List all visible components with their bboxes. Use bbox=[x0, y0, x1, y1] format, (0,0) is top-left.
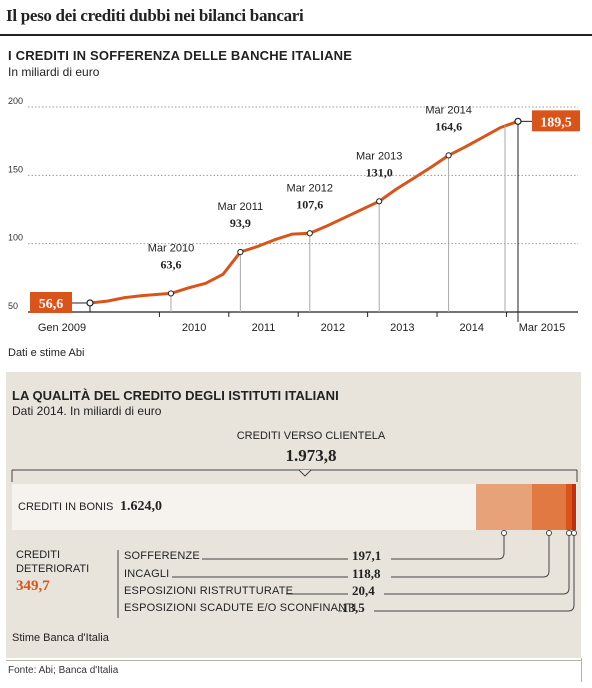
y-tick-label: 200 bbox=[8, 96, 23, 106]
annotation-point bbox=[237, 248, 244, 256]
x-tick-label: 2011 bbox=[252, 322, 276, 334]
category-leader-right bbox=[384, 533, 570, 595]
credit-quality-panel: LA QUALITÀ DEL CREDITO DEGLI ISTITUTI IT… bbox=[6, 372, 581, 658]
annotation-value: 131,0 bbox=[366, 165, 393, 179]
annotation-date: Mar 2012 bbox=[287, 182, 333, 194]
footer-rule bbox=[6, 660, 581, 661]
chart1-title: I CREDITI IN SOFFERENZA DELLE BANCHE ITA… bbox=[8, 48, 353, 63]
x-tick-label: 2010 bbox=[182, 322, 206, 334]
footer-source: Fonte: Abi; Banca d'Italia bbox=[8, 665, 119, 676]
bar-segment-esposizioni-scadute-e-o-sconfinanti bbox=[572, 484, 576, 530]
category-label: INCAGLI bbox=[124, 568, 170, 580]
category-value: 197,1 bbox=[352, 548, 382, 563]
start-badge bbox=[30, 291, 72, 313]
main-title: Il peso dei crediti dubbi nei bilanci ba… bbox=[6, 6, 304, 25]
annotation-point bbox=[376, 198, 383, 205]
total-value: 1.973,8 bbox=[285, 446, 337, 465]
x-tick-label: 2012 bbox=[321, 322, 345, 334]
bonis-value: 1.624,0 bbox=[120, 499, 162, 514]
y-tick-label: 50 bbox=[8, 301, 18, 311]
category-leader-right bbox=[374, 533, 575, 612]
end-badge-value: 189,5 bbox=[540, 115, 572, 130]
category-label: ESPOSIZIONI RISTRUTTURATE bbox=[124, 585, 294, 597]
annotation-value: 164,6 bbox=[435, 119, 462, 133]
bar-segment-incagli bbox=[532, 484, 566, 530]
start-badge-value: 56,6 bbox=[39, 297, 64, 312]
y-tick-label: 100 bbox=[8, 233, 23, 243]
annotation-point bbox=[306, 230, 313, 237]
annotation-point bbox=[167, 290, 175, 297]
bar-segment-sofferenze bbox=[476, 484, 532, 530]
start-point bbox=[86, 299, 94, 307]
annotation-value: 93,9 bbox=[230, 216, 251, 230]
deteriorati-label: CREDITI DETERIORATI bbox=[16, 548, 89, 576]
series-line bbox=[89, 119, 519, 305]
panel-title: LA QUALITÀ DEL CREDITO DEGLI ISTITUTI IT… bbox=[12, 388, 339, 403]
credit-bar-row: CREDITI IN BONIS 1.624,0 bbox=[12, 484, 577, 530]
chart1-plot: 50 100 150 200 Gen 2009 2010 2011 2012 2013 2014 M… bbox=[8, 96, 580, 334]
category-value: 13,5 bbox=[342, 600, 365, 615]
category-leader-dot bbox=[546, 530, 552, 536]
bar-segment-esposizioni-ristrutturate bbox=[566, 484, 572, 530]
x-tick-label: 2014 bbox=[459, 322, 483, 334]
panel-source: Stime Banca d'Italia bbox=[12, 632, 109, 644]
annotation-date: Mar 2011 bbox=[218, 201, 264, 213]
title-rule bbox=[0, 34, 592, 36]
annotation-point bbox=[445, 152, 452, 159]
annotation-date: Mar 2013 bbox=[356, 150, 402, 162]
panel-subtitle: Dati 2014. In miliardi di euro bbox=[12, 404, 162, 418]
category-leader-right bbox=[391, 533, 550, 578]
annotation-value: 63,6 bbox=[160, 257, 181, 271]
annotation-value: 107,6 bbox=[296, 197, 323, 211]
x-tick-label: 2013 bbox=[390, 322, 414, 334]
x-tick-label: Mar 2015 bbox=[519, 322, 565, 334]
category-leader-dot bbox=[571, 530, 577, 536]
annotation-date: Mar 2010 bbox=[148, 242, 194, 254]
y-tick-label: 150 bbox=[8, 164, 23, 174]
category-value: 20,4 bbox=[352, 583, 375, 598]
chart1-source: Dati e stime Abi bbox=[8, 347, 85, 359]
category-leader-dot bbox=[566, 530, 572, 536]
category-label: SOFFERENZE bbox=[124, 550, 200, 562]
x-tick-label: Gen 2009 bbox=[38, 322, 86, 334]
bracket-notch bbox=[298, 469, 312, 477]
category-leader-dot bbox=[501, 530, 507, 536]
total-bracket bbox=[11, 469, 578, 618]
category-value: 118,8 bbox=[352, 566, 381, 581]
chart1-subtitle: In miliardi di euro bbox=[8, 65, 100, 79]
end-point bbox=[514, 117, 522, 125]
annotation-date: Mar 2014 bbox=[425, 104, 471, 116]
deteriorati-label-line2: DETERIORATI bbox=[16, 563, 90, 575]
bonis-label: CREDITI IN BONIS bbox=[18, 501, 114, 513]
category-leader-right bbox=[391, 533, 505, 560]
end-badge bbox=[532, 110, 580, 132]
category-label: ESPOSIZIONI SCADUTE E/O SCONFINANTI bbox=[124, 602, 357, 614]
deteriorati-label-line1: CREDITI bbox=[16, 549, 60, 561]
total-label: CREDITI VERSO CLIENTELA bbox=[236, 430, 386, 442]
deteriorati-value: 349,7 bbox=[16, 578, 50, 594]
footer-edge bbox=[581, 658, 582, 682]
